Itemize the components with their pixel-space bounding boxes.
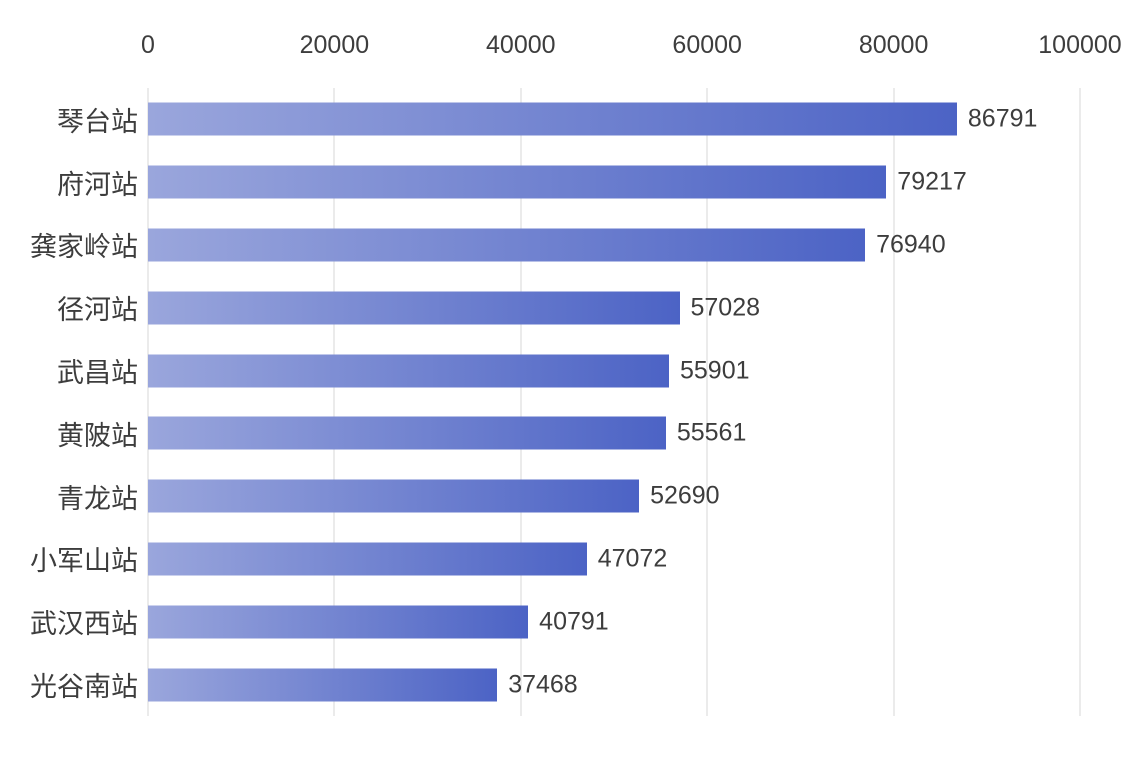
bar-row: 青龙站 52690 [0, 465, 1133, 528]
bar [148, 605, 529, 639]
gridline [1079, 88, 1081, 716]
x-axis-tick-label: 60000 [672, 31, 742, 59]
x-axis-tick-label: 100000 [1038, 31, 1122, 59]
bar [148, 668, 498, 702]
gridline [147, 88, 149, 716]
category-label: 武汉西站 [30, 609, 138, 640]
bar-row: 径河站 57028 [0, 276, 1133, 339]
bar-track: 55901 [148, 339, 1080, 402]
bar-track: 79217 [148, 151, 1080, 214]
value-label: 55561 [676, 418, 747, 447]
category-label: 光谷南站 [30, 672, 138, 703]
category-label: 青龙站 [57, 483, 138, 514]
value-label: 76940 [876, 230, 946, 259]
bar-row: 小军山站 47072 [0, 528, 1133, 591]
bar-track: 55561 [148, 402, 1080, 465]
value-label: 47072 [597, 544, 668, 573]
bar-track: 86791 [148, 88, 1080, 151]
plot-area: 琴台站 86791 府河站 79217 龚家岭站 76940 径河站 57028 武昌站 5590… [0, 88, 1133, 716]
category-label: 小军山站 [30, 546, 138, 577]
x-axis-tick-label: 0 [141, 31, 155, 59]
gridline [333, 88, 336, 716]
x-axis-tick-label: 80000 [858, 31, 929, 59]
category-label: 琴台站 [57, 106, 138, 137]
bar [148, 228, 866, 262]
bar-track: 37468 [148, 653, 1080, 716]
bar [148, 479, 640, 513]
category-label: 龚家岭站 [30, 232, 138, 263]
x-axis-tick-label: 20000 [299, 31, 370, 59]
value-label: 37468 [508, 670, 578, 699]
gridlines [0, 88, 1133, 716]
value-label: 79217 [897, 167, 967, 196]
bar-row: 府河站 79217 [0, 151, 1133, 214]
value-label: 86791 [967, 104, 1038, 133]
gridline [706, 88, 709, 716]
category-label: 黄陂站 [57, 420, 138, 451]
x-axis-tick-label: 40000 [486, 31, 556, 59]
x-axis: 0 20000 40000 60000 80000 100000 [0, 0, 1133, 88]
bar-row: 光谷南站 37468 [0, 653, 1133, 716]
bar [148, 542, 587, 576]
bar-row: 武昌站 55901 [0, 339, 1133, 402]
value-label: 57028 [690, 293, 761, 322]
gridline [892, 88, 895, 716]
bar-track: 57028 [148, 276, 1080, 339]
bar [148, 354, 669, 388]
category-label: 武昌站 [57, 358, 138, 389]
value-label: 55901 [679, 356, 750, 385]
bar-track: 52690 [148, 465, 1080, 528]
bar-row: 龚家岭站 76940 [0, 214, 1133, 277]
bar-row: 武汉西站 40791 [0, 590, 1133, 653]
bar [148, 291, 680, 325]
category-label: 径河站 [57, 295, 138, 326]
bar [148, 165, 887, 199]
bar-track: 40791 [148, 590, 1080, 653]
gridline [519, 88, 522, 716]
bar [148, 416, 666, 450]
bar-track: 47072 [148, 528, 1080, 591]
bar-row: 琴台站 86791 [0, 88, 1133, 151]
value-label: 40791 [539, 607, 609, 636]
bar-track: 76940 [148, 214, 1080, 277]
bar [148, 102, 957, 136]
bar-row: 黄陂站 55561 [0, 402, 1133, 465]
category-label: 府河站 [57, 169, 138, 200]
value-label: 52690 [650, 481, 720, 510]
